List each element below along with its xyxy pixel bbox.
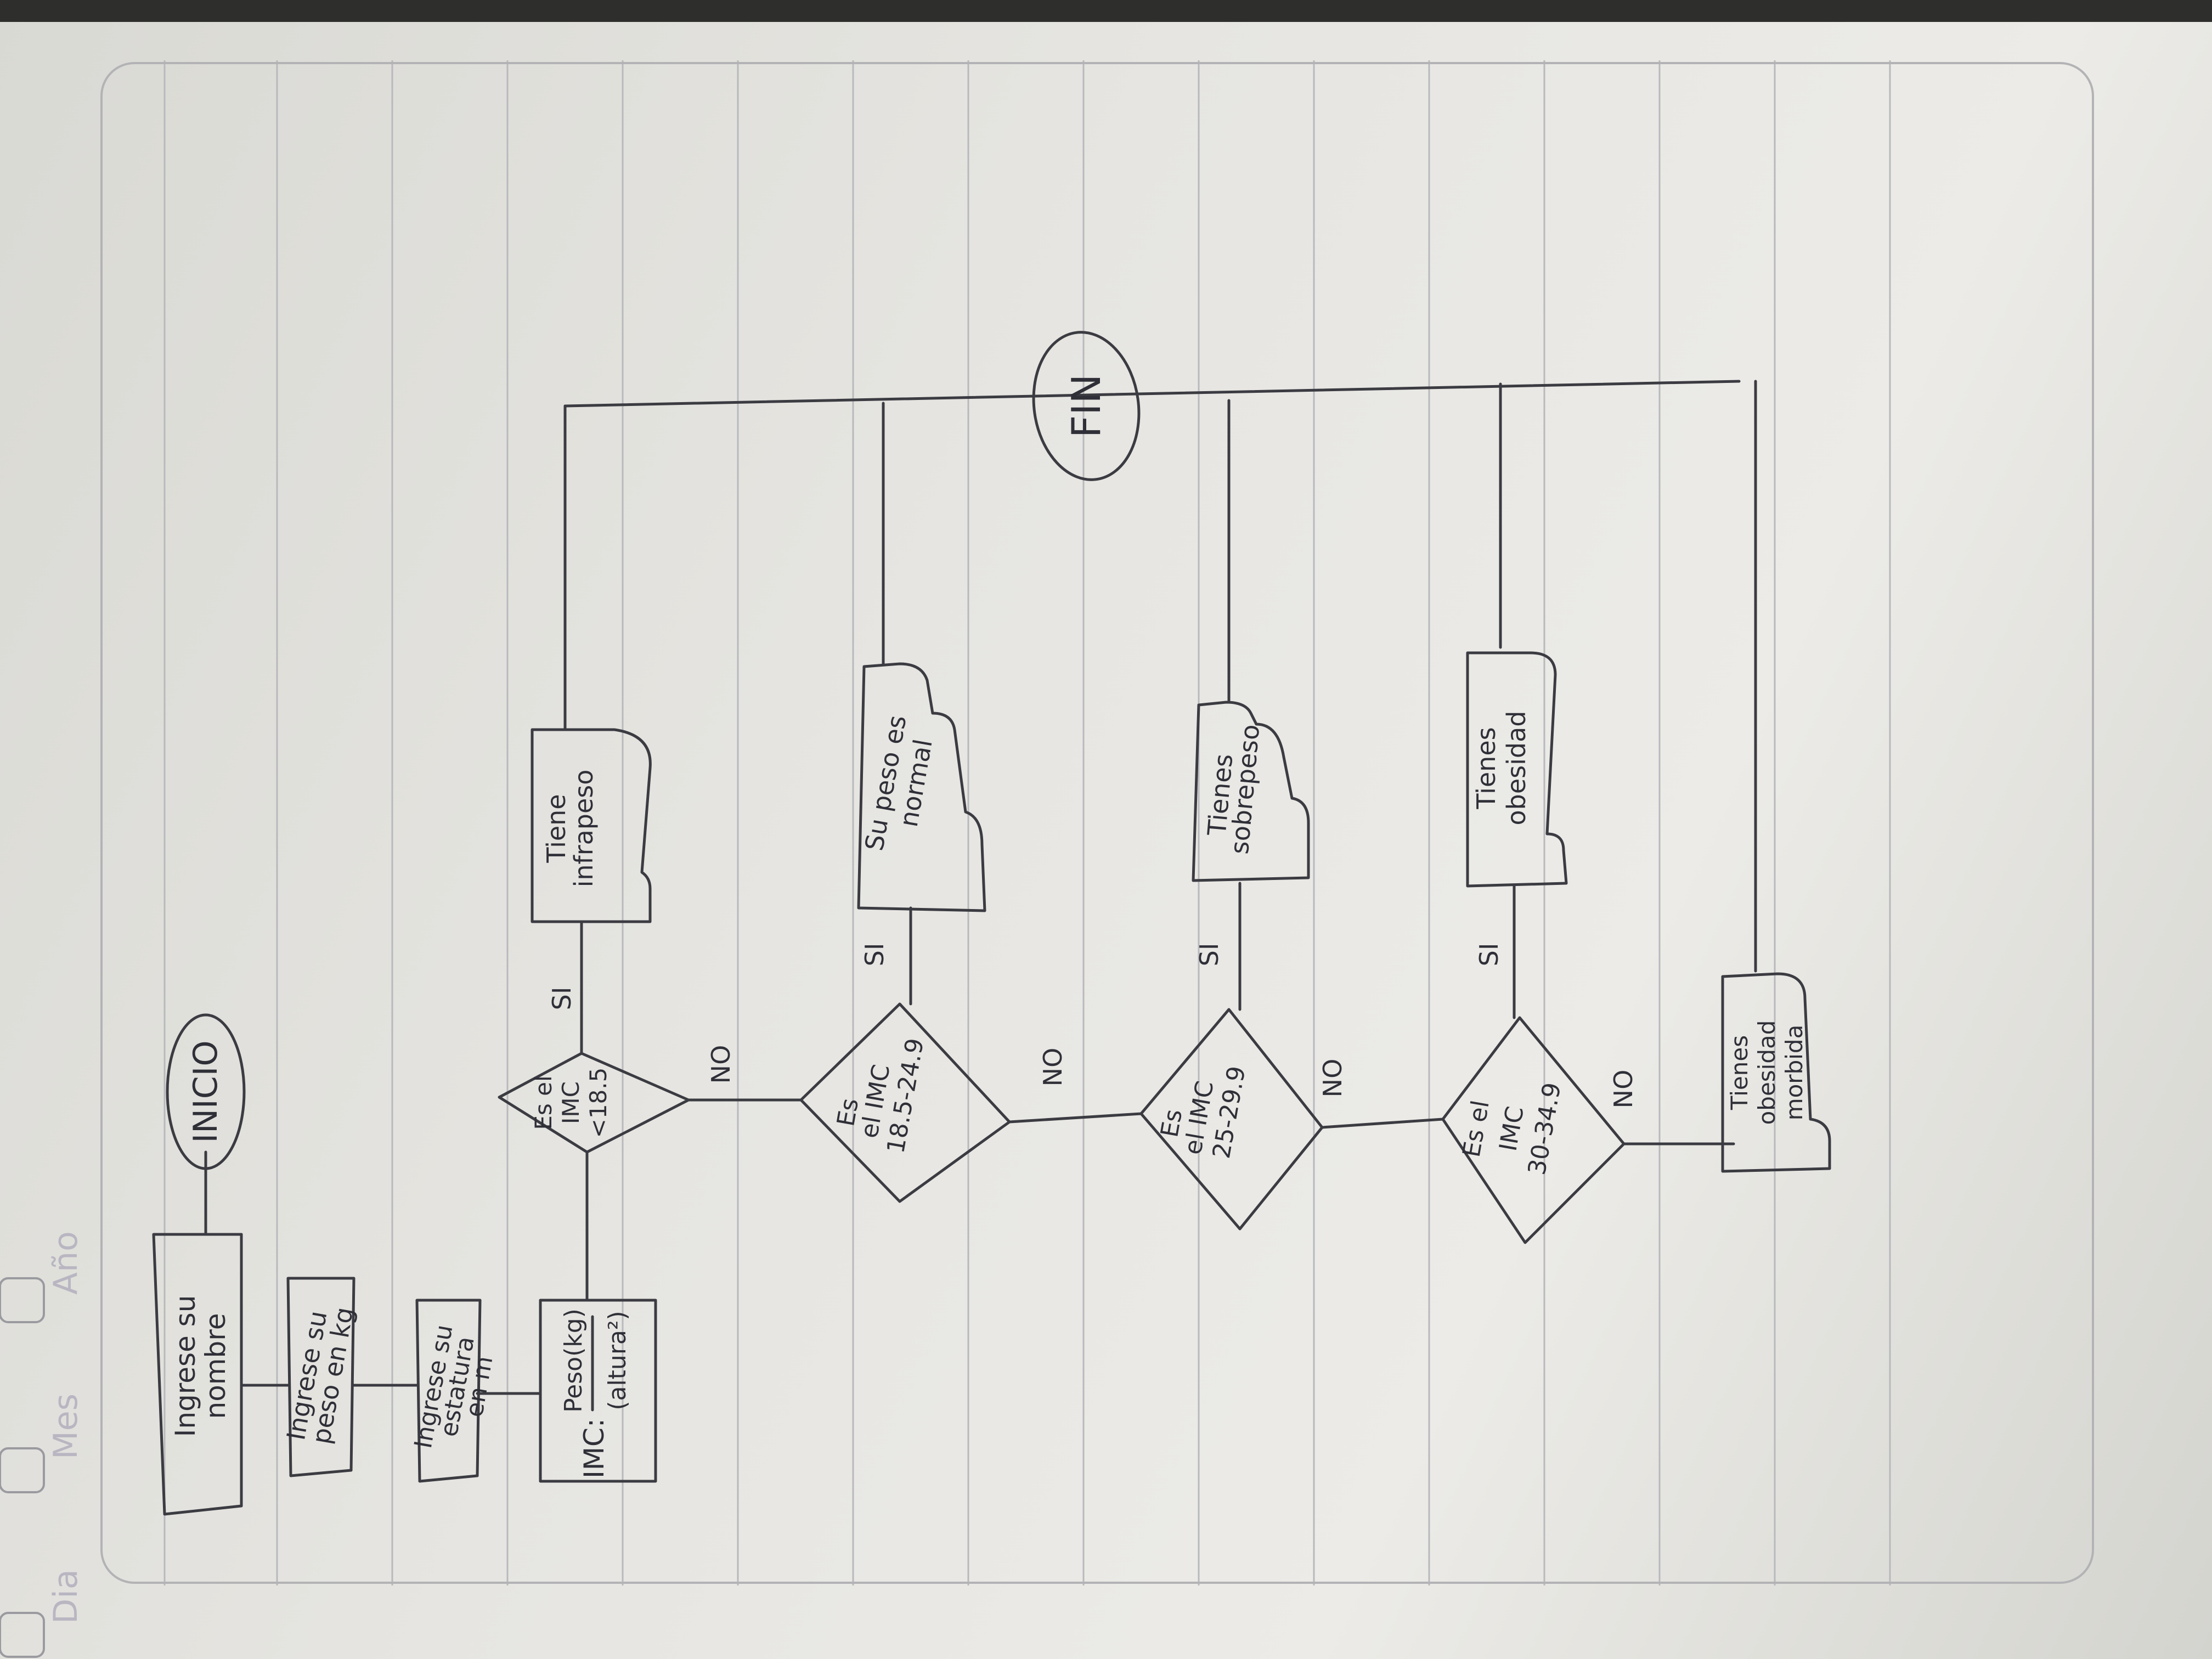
end-label: FIN bbox=[1063, 374, 1109, 438]
page-edge-shadow bbox=[0, 0, 2212, 22]
decision-1-line-2: IMC bbox=[557, 1081, 584, 1124]
yes-label-3: SI bbox=[1194, 943, 1224, 967]
date-header bbox=[0, 1277, 45, 1658]
header-label-mes: Mes bbox=[47, 1393, 85, 1459]
output-5-line-1: Tienes bbox=[1726, 1035, 1753, 1110]
branch-labels: SI NO SI NO SI NO SI NO bbox=[547, 943, 1638, 1109]
decision-3-line-1: Es bbox=[1155, 1107, 1188, 1139]
output-4-line-1: Tienes bbox=[1471, 727, 1501, 809]
input-nombre: Ingrese su nombre bbox=[152, 1233, 243, 1516]
decision-4-line-3: 30-34.9 bbox=[1523, 1080, 1567, 1177]
header-label-dia: Dia bbox=[47, 1569, 85, 1624]
output-5-line-2: obesidad bbox=[1753, 1020, 1780, 1125]
yes-label-1: SI bbox=[547, 987, 577, 1011]
decision-1: Es el IMC <18.5 bbox=[498, 1052, 690, 1154]
output-obesidad-morbida: Tienes obesidad morbida bbox=[1721, 972, 1831, 1173]
input-nombre-line-2: nombre bbox=[200, 1313, 232, 1419]
yes-label-4: SI bbox=[1474, 943, 1504, 967]
start-label: INICIO bbox=[187, 1040, 225, 1143]
process-imc: IMC: Peso(kg) (altura²) bbox=[539, 1299, 657, 1483]
decision-2: Es el IMC 18.5-24.9 bbox=[799, 1002, 1011, 1203]
header-label-ano: Año bbox=[47, 1231, 85, 1295]
decision-4: Es el IMC 30-34.9 bbox=[1441, 1016, 1626, 1244]
output-1-line-1: Tiene bbox=[541, 794, 571, 863]
end-terminator: FIN bbox=[1032, 331, 1141, 481]
ruled-lines bbox=[163, 60, 1891, 1585]
no-label-4: NO bbox=[1609, 1070, 1638, 1109]
output-1-line-2: infrapeso bbox=[569, 770, 599, 888]
output-normal: Su peso es normal bbox=[857, 662, 986, 912]
output-sobrepeso: Tienes sobrepeso bbox=[1192, 701, 1310, 882]
connectors bbox=[204, 380, 1757, 1395]
input-nombre-line-1: Ingrese su bbox=[170, 1295, 201, 1437]
decision-2-line-1: Es bbox=[832, 1096, 864, 1128]
process-denominator: (altura²) bbox=[603, 1311, 631, 1410]
output-5-line-3: morbida bbox=[1781, 1025, 1808, 1121]
output-3-line-1: Tienes bbox=[1202, 753, 1239, 837]
output-obesidad: Tienes obesidad bbox=[1466, 651, 1568, 888]
yes-label-2: SI bbox=[860, 943, 889, 967]
output-3-line-2: sobrepeso bbox=[1224, 723, 1265, 855]
start-terminator: INICIO bbox=[166, 1013, 246, 1170]
no-label-1: NO bbox=[706, 1045, 736, 1084]
input-peso: Ingrese su peso en kg bbox=[281, 1277, 359, 1477]
decision-3: Es el IMC 25-29.9 bbox=[1139, 1008, 1324, 1231]
decision-1-line-3: <18.5 bbox=[585, 1068, 612, 1138]
page-border bbox=[100, 62, 2094, 1584]
decision-1-line-1: Es el bbox=[530, 1075, 557, 1130]
decision-4-line-1: Es el bbox=[1458, 1098, 1495, 1159]
process-numerator: Peso(kg) bbox=[560, 1308, 588, 1413]
output-4-line-2: obesidad bbox=[1502, 711, 1531, 826]
no-label-3: NO bbox=[1318, 1059, 1347, 1098]
no-label-2: NO bbox=[1038, 1048, 1068, 1087]
decision-4-line-2: IMC bbox=[1494, 1104, 1530, 1153]
output-infrapeso: Tiene infrapeso bbox=[531, 728, 652, 923]
input-estatura: Ingrese su estatura en m bbox=[409, 1299, 499, 1483]
process-lhs: IMC: bbox=[578, 1418, 610, 1479]
